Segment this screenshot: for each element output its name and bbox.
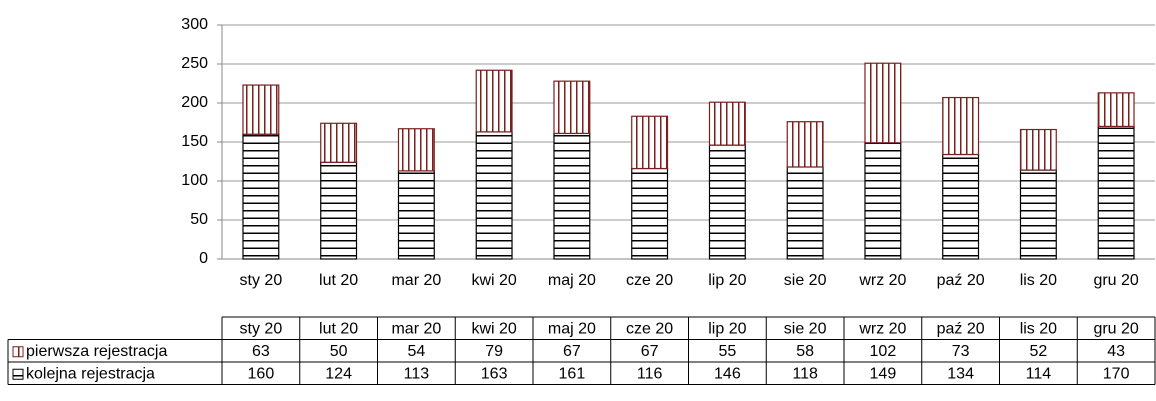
x-tick-label: sie 20 bbox=[784, 272, 827, 289]
table-value: 161 bbox=[559, 365, 586, 382]
bar-segment bbox=[1097, 125, 1135, 260]
bar-segment bbox=[242, 84, 280, 135]
legend-label: pierwsza rejestracja bbox=[26, 343, 167, 360]
table-value: 114 bbox=[1026, 365, 1052, 382]
table-header: cze 20 bbox=[626, 320, 673, 337]
x-tick-label: gru 20 bbox=[1093, 272, 1138, 289]
table-value: 170 bbox=[1103, 365, 1130, 382]
bar-segment bbox=[942, 96, 980, 156]
legend-label: kolejna rejestracja bbox=[26, 365, 155, 382]
legend-key bbox=[12, 368, 24, 380]
table-header: sie 20 bbox=[784, 320, 827, 337]
y-tick-label: 250 bbox=[181, 55, 208, 72]
table-value: 124 bbox=[325, 365, 352, 382]
table-header: wrz 20 bbox=[858, 320, 906, 337]
table-value: 73 bbox=[952, 343, 970, 360]
table-value: 163 bbox=[481, 365, 508, 382]
y-tick-label: 150 bbox=[181, 133, 208, 150]
table-value: 67 bbox=[641, 343, 659, 360]
table-header: lis 20 bbox=[1020, 320, 1057, 337]
table-header: maj 20 bbox=[548, 320, 596, 337]
table-value: 58 bbox=[796, 343, 814, 360]
bar-segment bbox=[631, 167, 669, 260]
table-value: 118 bbox=[792, 365, 818, 382]
x-tick-label: cze 20 bbox=[626, 272, 673, 289]
x-tick-label: wrz 20 bbox=[858, 272, 906, 289]
x-tick-label: maj 20 bbox=[548, 272, 596, 289]
table-value: 67 bbox=[563, 343, 581, 360]
bar-segment bbox=[242, 133, 280, 260]
y-tick-label: 200 bbox=[181, 94, 208, 111]
bar-segment bbox=[864, 62, 902, 144]
bar-segment bbox=[708, 101, 746, 146]
bar-segment bbox=[786, 121, 824, 168]
x-tick-label: lip 20 bbox=[708, 272, 746, 289]
y-tick-label: 0 bbox=[199, 250, 208, 267]
bar-segment bbox=[864, 142, 902, 260]
bar-segment bbox=[631, 115, 669, 170]
bar-segment bbox=[1097, 92, 1135, 128]
table-header: kwi 20 bbox=[471, 320, 516, 337]
bar-segment bbox=[553, 80, 591, 135]
table-value: 79 bbox=[485, 343, 503, 360]
bar-segment bbox=[397, 170, 435, 260]
table-header: lip 20 bbox=[708, 320, 746, 337]
x-tick-label: paź 20 bbox=[937, 272, 985, 289]
bar-segment bbox=[786, 166, 824, 260]
table-header: sty 20 bbox=[240, 320, 283, 337]
table-value: 43 bbox=[1107, 343, 1125, 360]
table-value: 134 bbox=[947, 365, 974, 382]
table-value: 102 bbox=[870, 343, 897, 360]
x-tick-label: kwi 20 bbox=[471, 272, 516, 289]
bar-segment bbox=[475, 131, 513, 260]
table-header: paź 20 bbox=[937, 320, 985, 337]
bar-segment bbox=[320, 122, 358, 163]
bar-segment bbox=[397, 128, 435, 172]
x-tick-label: sty 20 bbox=[240, 272, 283, 289]
table-value: 52 bbox=[1029, 343, 1047, 360]
table-value: 149 bbox=[870, 365, 897, 382]
y-tick-label: 300 bbox=[181, 16, 208, 33]
bar-segment bbox=[475, 69, 513, 133]
table-header: mar 20 bbox=[391, 320, 441, 337]
bar-segment bbox=[320, 161, 358, 260]
bar-segment bbox=[553, 132, 591, 260]
table-value: 55 bbox=[718, 343, 736, 360]
table-value: 63 bbox=[252, 343, 270, 360]
table-header: lut 20 bbox=[319, 320, 358, 337]
y-tick-label: 50 bbox=[190, 211, 208, 228]
table-header: gru 20 bbox=[1093, 320, 1138, 337]
table-value: 54 bbox=[407, 343, 425, 360]
bar-segment bbox=[1019, 169, 1057, 260]
table-value: 146 bbox=[714, 365, 741, 382]
legend-key bbox=[12, 346, 24, 358]
bar-segment bbox=[708, 144, 746, 260]
bar-segment bbox=[1019, 128, 1057, 171]
x-tick-label: lut 20 bbox=[319, 272, 358, 289]
table-value: 50 bbox=[330, 343, 348, 360]
x-tick-label: mar 20 bbox=[391, 272, 441, 289]
x-tick-label: lis 20 bbox=[1020, 272, 1057, 289]
y-tick-label: 100 bbox=[181, 172, 208, 189]
bar-segment bbox=[942, 153, 980, 260]
table-value: 116 bbox=[637, 365, 663, 382]
table-value: 160 bbox=[248, 365, 275, 382]
table-value: 113 bbox=[404, 365, 430, 382]
